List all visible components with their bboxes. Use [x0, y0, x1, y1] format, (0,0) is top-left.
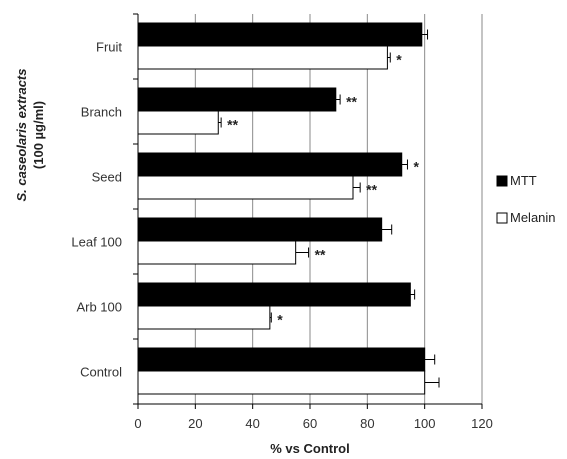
bar-mtt-seed [137, 152, 403, 177]
bar-mtt-fruit [137, 22, 423, 47]
bar-melanin-leaf-100 [137, 240, 297, 265]
category-label-branch: Branch [81, 105, 122, 120]
category-label-leaf-100: Leaf 100 [71, 235, 122, 250]
legend-swatch-mtt [496, 175, 508, 187]
bar-melanin-fruit [137, 45, 388, 70]
legend-swatch-melanin [496, 212, 508, 224]
y-axis-title-line1: S. caseolaris extracts [14, 69, 29, 202]
x-tick-label-0: 0 [134, 416, 141, 431]
legend: MTT Melanin [496, 173, 556, 225]
significance-mtt-seed: * [413, 159, 419, 175]
bar-melanin-seed [137, 175, 354, 200]
x-tick-label-5: 100 [414, 416, 436, 431]
bar-mtt-arb-100 [137, 282, 411, 307]
y-axis-title: S. caseolaris extracts (100 µg/ml) [14, 69, 46, 202]
gridlines [194, 14, 483, 404]
bar-melanin-arb-100 [137, 305, 271, 330]
significance-mtt-branch: ** [346, 94, 357, 110]
significance-melanin-arb-100: * [277, 312, 283, 328]
x-tick-label-3: 60 [303, 416, 317, 431]
labels-group: *Fruit****Branch***Seed**Leaf 100*Arb 10… [71, 40, 492, 432]
legend-label-mtt: MTT [510, 173, 537, 188]
category-label-fruit: Fruit [96, 40, 122, 55]
x-tick-label-1: 20 [188, 416, 202, 431]
bar-melanin-control [137, 370, 426, 395]
significance-melanin-branch: ** [227, 117, 238, 133]
bar-mtt-control [137, 347, 426, 372]
significance-melanin-leaf-100: ** [315, 247, 326, 263]
y-axis-title-line2: (100 µg/ml) [31, 101, 46, 169]
category-label-seed: Seed [92, 170, 122, 185]
bar-mtt-leaf-100 [137, 217, 383, 242]
category-label-arb-100: Arb 100 [76, 300, 122, 315]
x-tick-label-2: 40 [245, 416, 259, 431]
bar-melanin-branch [137, 110, 219, 135]
x-tick-label-4: 80 [360, 416, 374, 431]
axes-group [133, 13, 483, 409]
legend-label-melanin: Melanin [510, 210, 556, 225]
bars-group [137, 22, 440, 395]
x-axis-title: % vs Control [270, 441, 349, 456]
bar-mtt-branch [137, 87, 337, 112]
category-label-control: Control [80, 365, 122, 380]
significance-melanin-seed: ** [366, 182, 377, 198]
significance-melanin-fruit: * [396, 52, 402, 68]
x-tick-label-6: 120 [471, 416, 493, 431]
